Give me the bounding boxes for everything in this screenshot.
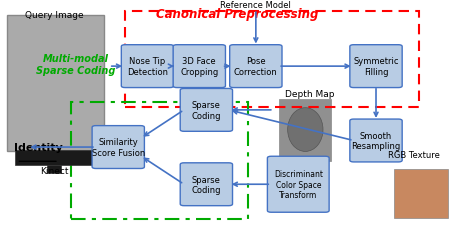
Text: Multi-modal
Sparse Coding: Multi-modal Sparse Coding [36,54,116,75]
Text: Canonical Preprocessing: Canonical Preprocessing [156,8,318,21]
Text: Smooth
Resampling: Smooth Resampling [351,131,401,151]
Bar [279,99,331,162]
Bar [7,16,104,152]
Bar [46,165,61,173]
Text: 3D Face
Cropping: 3D Face Cropping [180,57,219,76]
Ellipse shape [288,108,323,152]
Text: Pose
Correction: Pose Correction [234,57,278,76]
FancyBboxPatch shape [350,119,402,162]
Text: RGB Texture: RGB Texture [388,151,440,160]
Text: Sparse
Coding: Sparse Coding [191,101,221,120]
FancyBboxPatch shape [121,45,173,88]
FancyBboxPatch shape [173,45,226,88]
FancyBboxPatch shape [350,45,402,88]
Text: Discriminant
Color Space
Transform: Discriminant Color Space Transform [274,170,323,199]
Text: Sparse
Coding: Sparse Coding [191,175,221,194]
Text: Identity: Identity [14,142,63,152]
Text: Kinect: Kinect [40,166,69,175]
Text: Reference Model: Reference Model [220,1,292,10]
FancyBboxPatch shape [92,126,145,169]
Text: Similarity
Score Fusion: Similarity Score Fusion [91,138,145,157]
Text: Nose Tip
Detection: Nose Tip Detection [127,57,168,76]
FancyBboxPatch shape [180,89,233,132]
Text: Depth Map: Depth Map [285,90,335,99]
Text: Query Image: Query Image [25,11,84,20]
Text: Symmetric
Filling: Symmetric Filling [353,57,399,76]
Bar [394,169,448,218]
FancyBboxPatch shape [230,45,282,88]
FancyBboxPatch shape [180,163,233,206]
FancyBboxPatch shape [267,157,329,212]
Bar [125,12,419,107]
Bar [71,103,248,219]
Bar [15,151,96,165]
